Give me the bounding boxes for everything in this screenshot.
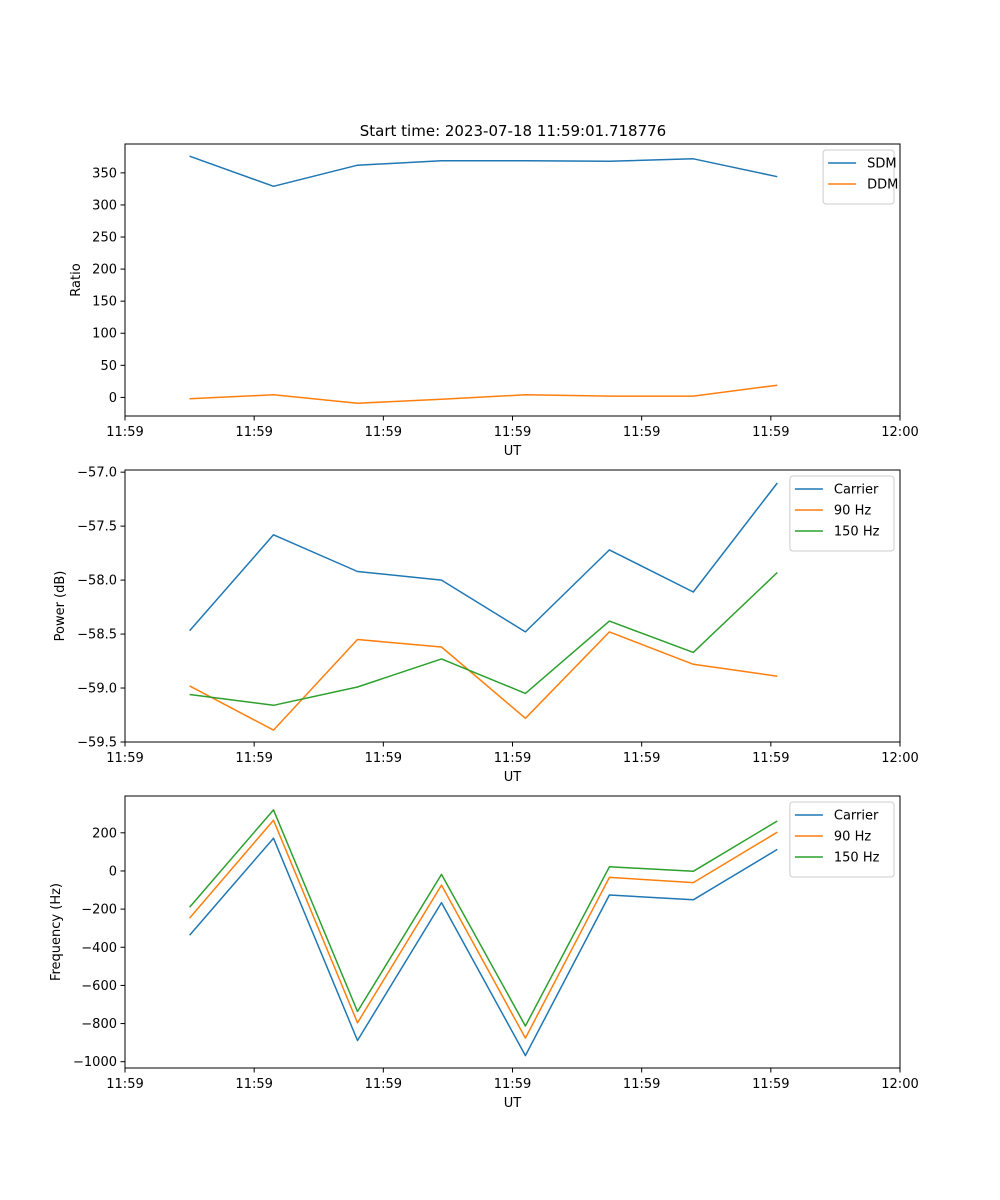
y-tick-label: 200 bbox=[92, 826, 117, 841]
legend-label: SDM bbox=[867, 157, 896, 172]
legend: Carrier 90 Hz 150 Hz bbox=[789, 801, 895, 878]
legend-label: Carrier bbox=[834, 809, 879, 824]
series-line-90-hz bbox=[189, 819, 778, 1039]
y-tick-label: −58.0 bbox=[77, 574, 117, 589]
y-tick-label: −800 bbox=[81, 1017, 117, 1032]
x-tick-label: 11:59 bbox=[752, 1077, 789, 1092]
subplot-1: 11:59 11:59 11:59 11:59 11:59 11:59 12:00 0 50 10… bbox=[69, 143, 919, 459]
x-tick-label: 11:59 bbox=[623, 425, 660, 440]
legend-label: 150 Hz bbox=[834, 851, 880, 866]
subplot-2: 11:59 11:59 11:59 11:59 11:59 11:59 12:00 −59.5… bbox=[53, 466, 919, 785]
legend-label: 90 Hz bbox=[834, 830, 871, 845]
x-tick-label: 11:59 bbox=[365, 751, 402, 766]
x-axis-label: UT bbox=[504, 770, 522, 785]
y-axis-label: Frequency (Hz) bbox=[49, 883, 64, 981]
x-tick-label: 11:59 bbox=[106, 751, 143, 766]
y-tick-label: −400 bbox=[81, 941, 117, 956]
y-tick-label: 100 bbox=[92, 327, 117, 342]
y-tick-label: 300 bbox=[92, 198, 117, 213]
y-tick-label: 250 bbox=[92, 231, 117, 246]
x-tick-label: 11:59 bbox=[106, 425, 143, 440]
chart-title: Start time: 2023-07-18 11:59:01.718776 bbox=[360, 122, 666, 140]
series-line-150-hz bbox=[189, 809, 778, 1027]
legend-label: Carrier bbox=[834, 483, 879, 498]
x-axis-label: UT bbox=[504, 444, 522, 459]
y-tick-label: −1000 bbox=[73, 1055, 117, 1070]
x-tick-label: 11:59 bbox=[494, 1077, 531, 1092]
y-tick-label: 200 bbox=[92, 263, 117, 278]
y-tick-label: −59.0 bbox=[77, 682, 117, 697]
series-line-carrier bbox=[189, 482, 778, 633]
x-tick-label: 11:59 bbox=[235, 1077, 272, 1092]
y-tick-label: −200 bbox=[81, 903, 117, 918]
series-line-sdm bbox=[189, 155, 778, 188]
x-axis-label: UT bbox=[504, 1096, 522, 1111]
x-tick-label: 12:00 bbox=[881, 1077, 918, 1092]
subplot-3: 11:59 11:59 11:59 11:59 11:59 11:59 12:00 −1000… bbox=[49, 795, 919, 1111]
y-tick-label: 150 bbox=[92, 295, 117, 310]
x-tick-label: 11:59 bbox=[752, 751, 789, 766]
y-tick-label: −600 bbox=[81, 979, 117, 994]
x-tick-label: 11:59 bbox=[365, 425, 402, 440]
y-axis-label: Power (dB) bbox=[53, 571, 68, 642]
subplots: 11:59 11:59 11:59 11:59 11:59 11:59 12:00 0 50 10… bbox=[49, 143, 919, 1111]
legend-box bbox=[789, 801, 895, 878]
y-tick-label: 0 bbox=[109, 864, 117, 879]
x-tick-label: 11:59 bbox=[235, 425, 272, 440]
legend-label: 90 Hz bbox=[834, 504, 871, 519]
x-tick-label: 11:59 bbox=[752, 425, 789, 440]
x-tick-label: 11:59 bbox=[235, 751, 272, 766]
legend-label: DDM bbox=[867, 178, 898, 193]
y-tick-label: 50 bbox=[100, 359, 117, 374]
legend: SDM DDM bbox=[822, 149, 898, 205]
series-line-ddm bbox=[189, 384, 778, 404]
y-tick-label: −58.5 bbox=[77, 628, 117, 643]
y-tick-label: 0 bbox=[109, 391, 117, 406]
legend-label: 150 Hz bbox=[834, 525, 880, 540]
x-tick-label: 11:59 bbox=[623, 751, 660, 766]
y-tick-label: 350 bbox=[92, 166, 117, 181]
y-axis-label: Ratio bbox=[69, 263, 84, 296]
x-tick-label: 11:59 bbox=[623, 1077, 660, 1092]
legend-box bbox=[789, 475, 895, 552]
x-tick-label: 11:59 bbox=[494, 425, 531, 440]
series-line-150-hz bbox=[189, 571, 778, 707]
legend: Carrier 90 Hz 150 Hz bbox=[789, 475, 895, 552]
series-line-carrier bbox=[189, 837, 778, 1057]
x-tick-label: 12:00 bbox=[881, 751, 918, 766]
y-tick-label: −57.0 bbox=[77, 466, 117, 481]
series-line-90-hz bbox=[189, 631, 778, 731]
x-tick-label: 11:59 bbox=[106, 1077, 143, 1092]
x-tick-label: 11:59 bbox=[365, 1077, 402, 1092]
y-tick-label: −59.5 bbox=[77, 736, 117, 751]
x-tick-label: 12:00 bbox=[881, 425, 918, 440]
y-tick-label: −57.5 bbox=[77, 520, 117, 535]
x-tick-label: 11:59 bbox=[494, 751, 531, 766]
